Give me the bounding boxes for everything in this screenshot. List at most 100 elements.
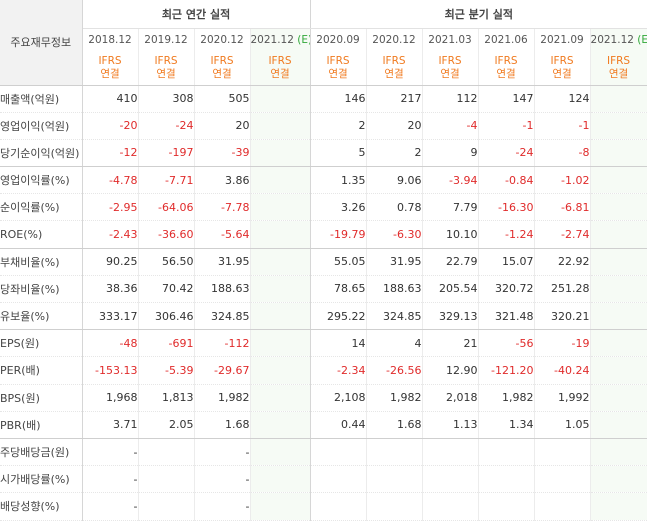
table-row: 부채비율(%) 90.25 56.50 31.95 55.05 31.95 22.79 15.… [0, 248, 647, 276]
value-cell: 251.28 [534, 275, 591, 304]
value-cell: 3.71 [82, 411, 139, 439]
value-cell [250, 438, 311, 467]
quarterly-group-header: 최근 분기 실적 [310, 0, 647, 29]
period-header: 2021.12 (E) [250, 28, 311, 51]
value-cell: -39 [194, 139, 251, 168]
period-label: 2020.12 [200, 33, 244, 46]
value-cell [250, 384, 311, 412]
value-cell: 1,813 [138, 384, 195, 412]
value-cell: 4 [366, 329, 423, 358]
period-header-row: 2018.12 2019.12 2020.12 2021.12 (E) 2020.09 2… [0, 28, 647, 51]
value-cell [590, 275, 647, 304]
period-header: 2021.12 (E) [590, 28, 647, 51]
value-cell: 3.26 [310, 193, 367, 222]
row-label: 순이익률(%) [0, 193, 83, 222]
value-cell: - [194, 465, 251, 494]
value-cell: -40.24 [534, 356, 591, 385]
ifrs-label: IFRS [210, 54, 234, 67]
value-cell [534, 465, 591, 494]
ifrs-label: IFRS [550, 54, 574, 67]
value-cell [366, 465, 423, 494]
value-cell: -6.30 [366, 220, 423, 249]
value-cell [366, 438, 423, 467]
table-row: PBR(배) 3.71 2.05 1.68 0.44 1.68 1.13 1.34 1.05 [0, 411, 647, 439]
value-cell: 2,018 [422, 384, 479, 412]
value-cell [590, 302, 647, 331]
row-label: BPS(원) [0, 384, 83, 412]
value-cell: -5.39 [138, 356, 195, 385]
period-label: 2021.09 [540, 33, 584, 46]
value-cell: -121.20 [478, 356, 535, 385]
ifrs-basis-header: IFRS 연결 [478, 51, 535, 86]
value-cell: -24 [478, 139, 535, 168]
row-label: 배당성향(%) [0, 492, 83, 521]
period-label: 2021.03 [428, 33, 472, 46]
value-cell [250, 275, 311, 304]
value-cell [590, 356, 647, 385]
table-row: 유보율(%) 333.17 306.46 324.85 295.22 324.85 329.… [0, 302, 647, 331]
value-cell: 22.79 [422, 248, 479, 276]
value-cell: 38.36 [82, 275, 139, 304]
value-cell: 21 [422, 329, 479, 358]
period-label: 2019.12 [144, 33, 188, 46]
value-cell: 320.72 [478, 275, 535, 304]
table-row: 영업이익(억원) -20 -24 20 2 20 -4 -1 -1 [0, 112, 647, 140]
period-label: 2020.12 [372, 33, 416, 46]
value-cell: 0.78 [366, 193, 423, 222]
value-cell: 1,992 [534, 384, 591, 412]
value-cell: -64.06 [138, 193, 195, 222]
value-cell: -19.79 [310, 220, 367, 249]
value-cell: 112 [422, 85, 479, 113]
value-cell: -4.78 [82, 166, 139, 195]
value-cell: -2.43 [82, 220, 139, 249]
period-header: 2021.03 [422, 28, 479, 51]
value-cell: -7.71 [138, 166, 195, 195]
value-cell: 10.10 [422, 220, 479, 249]
value-cell: 308 [138, 85, 195, 113]
period-label: 2021.12 [250, 33, 294, 46]
value-cell: 14 [310, 329, 367, 358]
table-row: 배당성향(%) - - [0, 492, 647, 521]
value-cell [590, 139, 647, 168]
value-cell: 188.63 [366, 275, 423, 304]
value-cell: -16.30 [478, 193, 535, 222]
ifrs-label: IFRS [438, 54, 462, 67]
value-cell: 1,968 [82, 384, 139, 412]
row-label: 당좌비율(%) [0, 275, 83, 304]
value-cell: 1,982 [478, 384, 535, 412]
value-cell: 329.13 [422, 302, 479, 331]
value-cell: -2.74 [534, 220, 591, 249]
value-cell: 5 [310, 139, 367, 168]
estimate-mark: (E) [637, 33, 646, 46]
basis-label: 연결 [156, 67, 176, 80]
table-row: 매출액(억원) 410 308 505 146 217 112 147 124 [0, 85, 647, 113]
value-cell [250, 112, 311, 140]
value-cell: 2 [310, 112, 367, 140]
ifrs-basis-header: IFRS 연결 [194, 51, 251, 86]
value-cell: - [82, 492, 139, 521]
value-cell: 147 [478, 85, 535, 113]
table-row: EPS(원) -48 -691 -112 14 4 21 -56 -19 [0, 329, 647, 358]
value-cell: 2.05 [138, 411, 195, 439]
table-row: 시가배당률(%) - - [0, 465, 647, 494]
value-cell: 7.79 [422, 193, 479, 222]
value-cell: 205.54 [422, 275, 479, 304]
table-row: 주당배당금(원) - - [0, 438, 647, 467]
value-cell: -3.94 [422, 166, 479, 195]
period-header: 2020.12 [366, 28, 423, 51]
table-row: ROE(%) -2.43 -36.60 -5.64 -19.79 -6.30 10.10 -1… [0, 220, 647, 249]
value-cell: 324.85 [366, 302, 423, 331]
value-cell: -197 [138, 139, 195, 168]
table-row: 당기순이익(억원) -12 -197 -39 5 2 9 -24 -8 [0, 139, 647, 168]
ifrs-header-row: IFRS 연결 IFRS 연결 IFRS 연결 IFRS 연결 IFRS 연결 IFRS 연결 IFRS… [0, 51, 647, 86]
value-cell [250, 329, 311, 358]
value-cell: 9 [422, 139, 479, 168]
period-header: 2020.12 [194, 28, 251, 51]
value-cell [590, 411, 647, 439]
label-column-header: 주요재무정보 [0, 0, 83, 86]
value-cell [590, 166, 647, 195]
value-cell: - [82, 465, 139, 494]
value-cell [478, 492, 535, 521]
value-cell [478, 465, 535, 494]
